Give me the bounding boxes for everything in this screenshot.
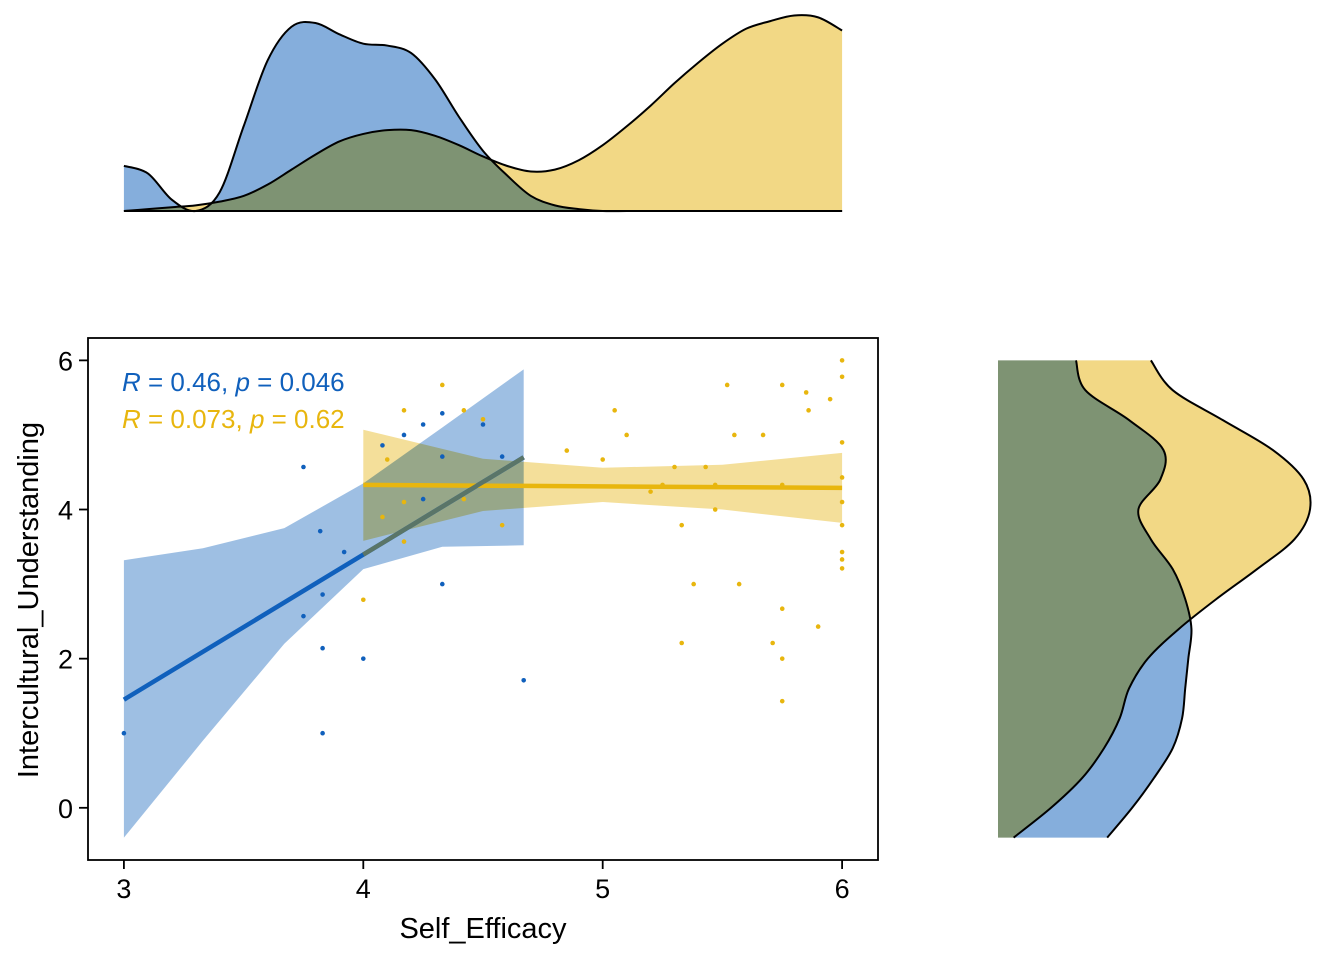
point-blue <box>440 411 445 416</box>
point-gold <box>600 457 605 462</box>
point-gold <box>779 606 785 611</box>
y-tick-label: 0 <box>58 794 73 824</box>
point-gold <box>839 566 845 571</box>
point-gold <box>361 597 366 603</box>
regression-lines <box>122 455 843 702</box>
point-gold <box>839 557 845 562</box>
point-gold <box>806 408 811 413</box>
stat-annotations: R = 0.46, p = 0.046 R = 0.073, p = 0.62 <box>122 367 345 434</box>
point-blue <box>440 581 445 587</box>
x-axis: 3 4 5 6 <box>116 860 850 904</box>
confidence-band-blue <box>123 369 524 838</box>
point-blue <box>401 432 407 438</box>
stat-annotation-gold: R = 0.073, p = 0.62 <box>122 404 345 434</box>
point-gold <box>839 440 845 445</box>
point-gold <box>760 432 766 438</box>
point-blue <box>301 464 306 470</box>
point-gold <box>770 640 775 646</box>
regression-line-blue-overlap <box>362 455 525 557</box>
scatter-points <box>121 358 845 736</box>
point-blue <box>320 592 325 597</box>
plot-panel-border <box>87 337 879 861</box>
point-gold <box>672 464 677 470</box>
x-tick-label: 5 <box>595 874 610 904</box>
point-gold <box>401 499 407 505</box>
point-gold <box>724 382 730 388</box>
point-blue <box>521 677 526 683</box>
top-marginal-density <box>123 14 843 213</box>
point-gold <box>839 358 845 363</box>
point-gold <box>815 624 821 629</box>
y-tick-label: 6 <box>58 346 73 376</box>
point-gold <box>480 416 486 422</box>
point-gold <box>827 396 833 402</box>
point-gold <box>461 408 467 413</box>
point-blue <box>380 443 385 448</box>
point-gold <box>839 475 845 480</box>
point-blue <box>420 422 426 427</box>
point-gold <box>679 522 684 528</box>
point-blue <box>121 730 127 736</box>
y-axis: 0 2 4 6 <box>58 346 88 824</box>
point-gold <box>803 390 809 395</box>
point-gold <box>564 448 570 453</box>
point-blue <box>499 454 505 459</box>
point-gold <box>839 549 845 555</box>
point-gold <box>839 499 845 505</box>
x-axis-title: Self_Efficacy <box>399 913 567 945</box>
right-marginal-density <box>998 359 1312 839</box>
y-axis-title: Intercultural_Understanding <box>13 422 45 778</box>
point-gold <box>736 581 742 587</box>
right-density-curve-gold <box>1012 359 1312 839</box>
regression-line-gold <box>363 482 843 491</box>
point-gold <box>401 539 407 544</box>
point-blue <box>480 422 486 427</box>
point-gold <box>380 514 385 520</box>
point-blue <box>440 454 445 459</box>
point-blue <box>341 549 347 555</box>
point-blue <box>317 528 323 534</box>
y-tick-label: 2 <box>58 645 73 675</box>
point-gold <box>839 522 845 528</box>
point-gold <box>691 581 696 587</box>
point-gold <box>779 698 785 704</box>
point-gold <box>624 432 629 438</box>
point-gold <box>779 656 785 661</box>
point-blue <box>420 496 426 502</box>
stat-annotation-blue: R = 0.46, p = 0.046 <box>122 367 345 397</box>
confidence-bands <box>123 369 843 838</box>
point-gold <box>612 408 617 413</box>
point-blue <box>320 645 325 651</box>
point-blue <box>361 656 366 661</box>
point-blue <box>320 730 325 736</box>
point-gold <box>839 374 845 380</box>
y-tick-label: 4 <box>58 496 73 526</box>
point-gold <box>679 640 684 646</box>
point-gold <box>732 432 737 438</box>
x-tick-label: 4 <box>356 874 371 904</box>
point-gold <box>461 496 467 502</box>
x-tick-label: 6 <box>835 874 850 904</box>
point-gold <box>499 522 505 528</box>
x-tick-label: 3 <box>116 874 131 904</box>
point-blue <box>301 613 306 619</box>
point-gold <box>401 408 407 413</box>
top-density-curve-gold <box>123 14 843 212</box>
point-gold <box>384 457 390 462</box>
point-gold <box>703 464 708 470</box>
point-gold <box>779 382 785 388</box>
right-density-fill-gold <box>998 360 1311 838</box>
point-gold <box>648 489 653 494</box>
point-gold <box>440 382 445 388</box>
point-gold <box>712 507 718 512</box>
